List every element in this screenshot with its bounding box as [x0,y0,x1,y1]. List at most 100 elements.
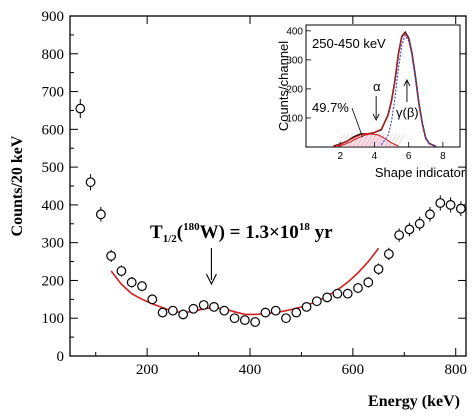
inset-alpha-label: α [373,79,381,94]
data-point [167,305,178,316]
data-point [116,266,127,276]
main-plot: 0 100 200 300 400 500 600 700 800 900 200 400 600 80… [9,9,467,410]
data-point [425,209,435,220]
y-tick-label: 200 [42,273,65,289]
data-point [147,294,158,305]
main-x-ticks: 200 400 600 800 [95,16,467,378]
inset-x-tick-label: 2 [337,151,343,162]
alpha-hatch-line [352,133,362,148]
fraction-pointer [351,107,363,137]
data-point [95,209,106,220]
y-tick-label: 400 [42,198,65,214]
data-point [342,288,353,299]
inset-arrows [351,78,411,137]
inset-fraction-label: 49.7% [312,100,349,115]
alpha-hatch-line [396,133,406,148]
data-point [137,281,147,292]
data-point [291,307,302,318]
inset-x-tick-label: 4 [372,151,378,162]
gamma-arrow-head [403,78,411,87]
data-point [404,224,415,235]
inset-x-tick-label: 6 [406,151,412,162]
annotation-arrow [205,248,217,286]
annot-element: W) = 1.3×10 [200,222,299,243]
inset-y-ticks: 100 200 300 400 [286,26,311,124]
data-point [126,277,137,288]
annot-paren: ( [177,222,183,243]
alpha-hatch-line [364,133,374,148]
data-point [270,305,281,316]
data-point [250,317,261,327]
inset-y-tick-label: 200 [286,84,303,95]
annot-mass: 180 [183,221,200,233]
data-point [363,277,374,288]
data-point [301,301,312,312]
inset-y-tick-label: 300 [286,55,303,66]
data-point [394,230,405,241]
inset-series [333,30,437,148]
data-point [85,177,96,188]
data-point [198,300,209,310]
data-point [311,296,322,307]
main-y-ticks: 0 100 200 300 400 500 600 700 800 900 [42,9,466,365]
data-point [260,307,271,318]
inset-x-tick-label: 8 [440,151,446,162]
alpha-hatch-line [368,133,378,148]
data-point [332,288,343,299]
inset-series-blue-gamma-component [380,33,437,147]
arrow-head [205,273,217,286]
annot-sub: 1/2 [163,233,178,245]
data-point [414,218,425,229]
inset-y-tick-label: 100 [286,113,303,124]
data-point [157,307,168,318]
data-point [445,199,456,210]
x-axis-title: Energy (keV) [368,393,460,410]
data-point [106,250,117,261]
x-tick-label: 200 [136,362,159,378]
y-tick-label: 800 [42,47,65,63]
y-tick-label: 300 [42,236,65,252]
data-point [322,292,333,303]
data-point [209,301,219,312]
inset-gamma-label: γ(β) [396,105,419,120]
y-axis-title: Counts/20 keV [9,135,26,236]
annot-exponent: 18 [299,221,311,233]
inset-series-red-alpha-component [336,133,399,147]
y-tick-label: 500 [42,160,65,176]
fit-curve [110,247,380,316]
alpha-hatch-line [388,133,398,148]
y-tick-label: 100 [42,311,65,327]
y-tick-label: 700 [42,85,65,101]
alpha-hatch-line [376,133,386,148]
data-point [373,264,384,275]
data-point [229,313,240,324]
data-point [75,103,86,114]
alpha-hatch-line [360,133,370,148]
x-tick-label: 600 [342,362,365,378]
data-points [75,98,466,327]
data-point [435,198,446,208]
y-tick-label: 0 [57,349,65,365]
data-point [219,305,230,316]
data-point [383,249,394,259]
y-tick-label: 900 [42,9,65,25]
data-point [188,303,199,314]
data-point [239,315,250,326]
alpha-hatch-line [392,133,402,148]
inset-title: 250-450 keV [312,36,386,51]
x-tick-label: 400 [239,362,262,378]
alpha-arrow-head [372,113,380,122]
data-point [178,309,189,320]
inset-x-ticks: 2 4 6 8 [337,142,446,162]
annot-prefix: T [150,222,163,243]
y-tick-label: 600 [42,122,65,138]
inset-y-tick-label: 400 [286,26,303,37]
inset-x-axis-title: Shape indicator [375,165,466,180]
data-point [455,203,466,214]
annot-unit: yr [310,222,333,243]
inset-plot: 100 200 300 400 2 4 6 8 Counts/channel Shape i… [276,24,466,180]
data-point [353,283,363,293]
x-tick-label: 800 [444,362,467,378]
data-point [281,313,291,324]
